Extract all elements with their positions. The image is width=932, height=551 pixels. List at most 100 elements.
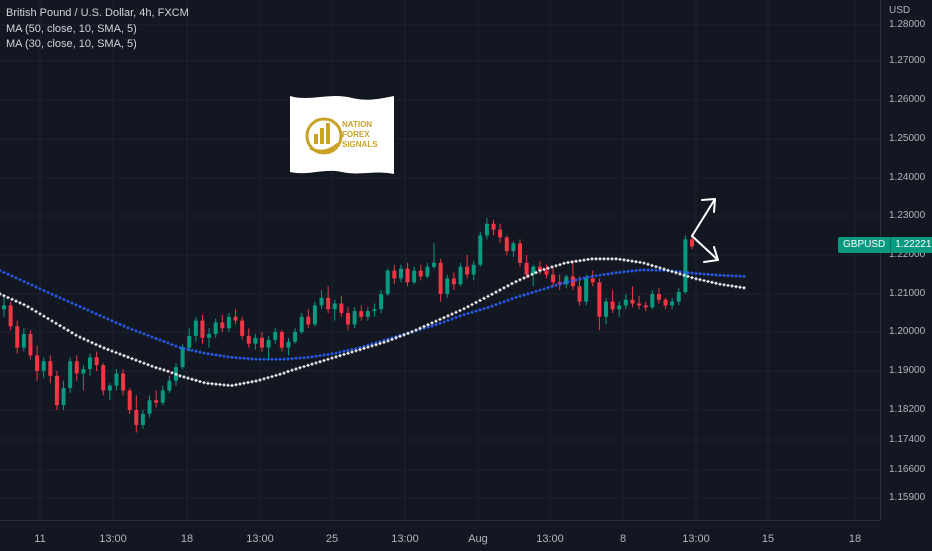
candle-29: [193, 316, 198, 342]
candle-85: [564, 274, 569, 289]
candle-34: [226, 313, 231, 332]
ma-point: [606, 272, 610, 276]
time-tick-label: 11: [34, 533, 46, 545]
candle-body: [346, 313, 350, 325]
candle-66: [438, 258, 443, 302]
ma-point: [578, 277, 582, 281]
ma-point: [402, 333, 406, 337]
ma-point: [250, 380, 254, 384]
ma-point: [10, 274, 14, 278]
ma-point: [730, 284, 734, 288]
ma-point: [198, 350, 202, 354]
ma-point: [190, 348, 194, 352]
candle-10: [68, 357, 73, 393]
candle-body: [531, 266, 536, 275]
candle-52: [346, 307, 350, 331]
candle-body: [630, 299, 635, 304]
ma-point: [438, 317, 442, 322]
ma-point: [614, 257, 618, 261]
ma-point: [122, 353, 126, 358]
ma-point: [558, 282, 562, 286]
candle-45: [299, 313, 304, 334]
ma-point: [310, 362, 314, 366]
candle-11: [74, 355, 79, 381]
moving-averages: [0, 257, 746, 388]
chart-title[interactable]: British Pound / U.S. Dollar, 4h, FXCM: [6, 7, 189, 19]
candle-56: [372, 303, 377, 317]
ma-point: [94, 312, 98, 316]
ma-point: [18, 278, 22, 282]
current-price-value: 1.22221: [890, 237, 932, 253]
candle-4: [28, 330, 33, 360]
ma-point: [650, 268, 654, 272]
ma-point: [282, 357, 286, 361]
candle-84: [557, 274, 562, 291]
time-tick-label: 8: [619, 533, 627, 545]
ma-point: [246, 380, 250, 385]
ma-point: [426, 323, 430, 327]
ma-point: [46, 316, 50, 321]
ma-point: [646, 268, 650, 272]
ma-point: [6, 272, 10, 276]
price-tick-label: 1.24000: [889, 172, 926, 183]
candle-body: [2, 305, 6, 310]
price-tick-label: 1.16600: [889, 464, 926, 475]
ma-point: [218, 382, 222, 387]
candle-69: [458, 262, 463, 287]
ma-point: [646, 262, 650, 266]
ma-point: [518, 294, 522, 298]
candle-9: [61, 380, 66, 410]
candle-body: [35, 355, 40, 371]
candle-67: [445, 274, 450, 298]
candle-79: [524, 255, 529, 279]
ma-point: [446, 318, 450, 323]
candle-body: [584, 278, 589, 302]
ma-point: [42, 314, 46, 318]
ma-point: [534, 270, 538, 275]
candle-body: [405, 268, 410, 283]
ma-point: [506, 284, 510, 288]
ma-point: [262, 377, 266, 381]
candle-33: [220, 314, 225, 332]
ma-point: [258, 357, 262, 361]
time-axis[interactable]: 11 13:00 18 13:00 25 13:00 Aug 13:00 8 13:00 15 18: [0, 520, 880, 551]
ma-point: [382, 340, 386, 344]
ma-point: [414, 328, 418, 332]
ma-point: [222, 383, 226, 387]
ma-point: [638, 268, 642, 272]
candle-body: [577, 286, 582, 302]
candle-59: [392, 264, 397, 285]
ma-point: [306, 363, 310, 367]
candle-body: [445, 278, 450, 294]
ma-point: [490, 292, 494, 296]
candle-body: [604, 301, 608, 317]
ma-point: [334, 351, 338, 355]
ma-point: [522, 293, 526, 297]
candle-body: [432, 262, 436, 267]
ma-point: [26, 281, 30, 285]
price-chart[interactable]: [0, 0, 880, 520]
ma-point: [734, 285, 738, 289]
ma-point: [470, 302, 474, 307]
ma-point: [406, 331, 410, 335]
ma-point: [570, 279, 574, 283]
ma30-legend[interactable]: MA (30, close, 10, SMA, 5): [6, 38, 137, 50]
candle-90: [597, 278, 602, 331]
candle-body: [94, 357, 99, 366]
ma-point: [202, 351, 206, 355]
candle-19: [127, 388, 132, 414]
candle-body: [8, 305, 13, 327]
candle-43: [286, 337, 291, 356]
ma-point: [294, 367, 298, 371]
candle-23: [154, 390, 159, 408]
price-axis[interactable]: USD 1.28000 1.27000 1.26000 1.25000 1.24000 1…: [880, 0, 932, 520]
ma-point: [298, 366, 302, 370]
time-tick-label: 13:00: [682, 533, 710, 545]
ma-point: [622, 258, 626, 262]
ma-point: [282, 371, 286, 375]
candle-body: [425, 266, 430, 277]
ma50-legend[interactable]: MA (50, close, 10, SMA, 5): [6, 23, 137, 35]
ma-point: [722, 283, 726, 287]
ma-point: [390, 337, 394, 342]
candle-87: [577, 276, 582, 306]
